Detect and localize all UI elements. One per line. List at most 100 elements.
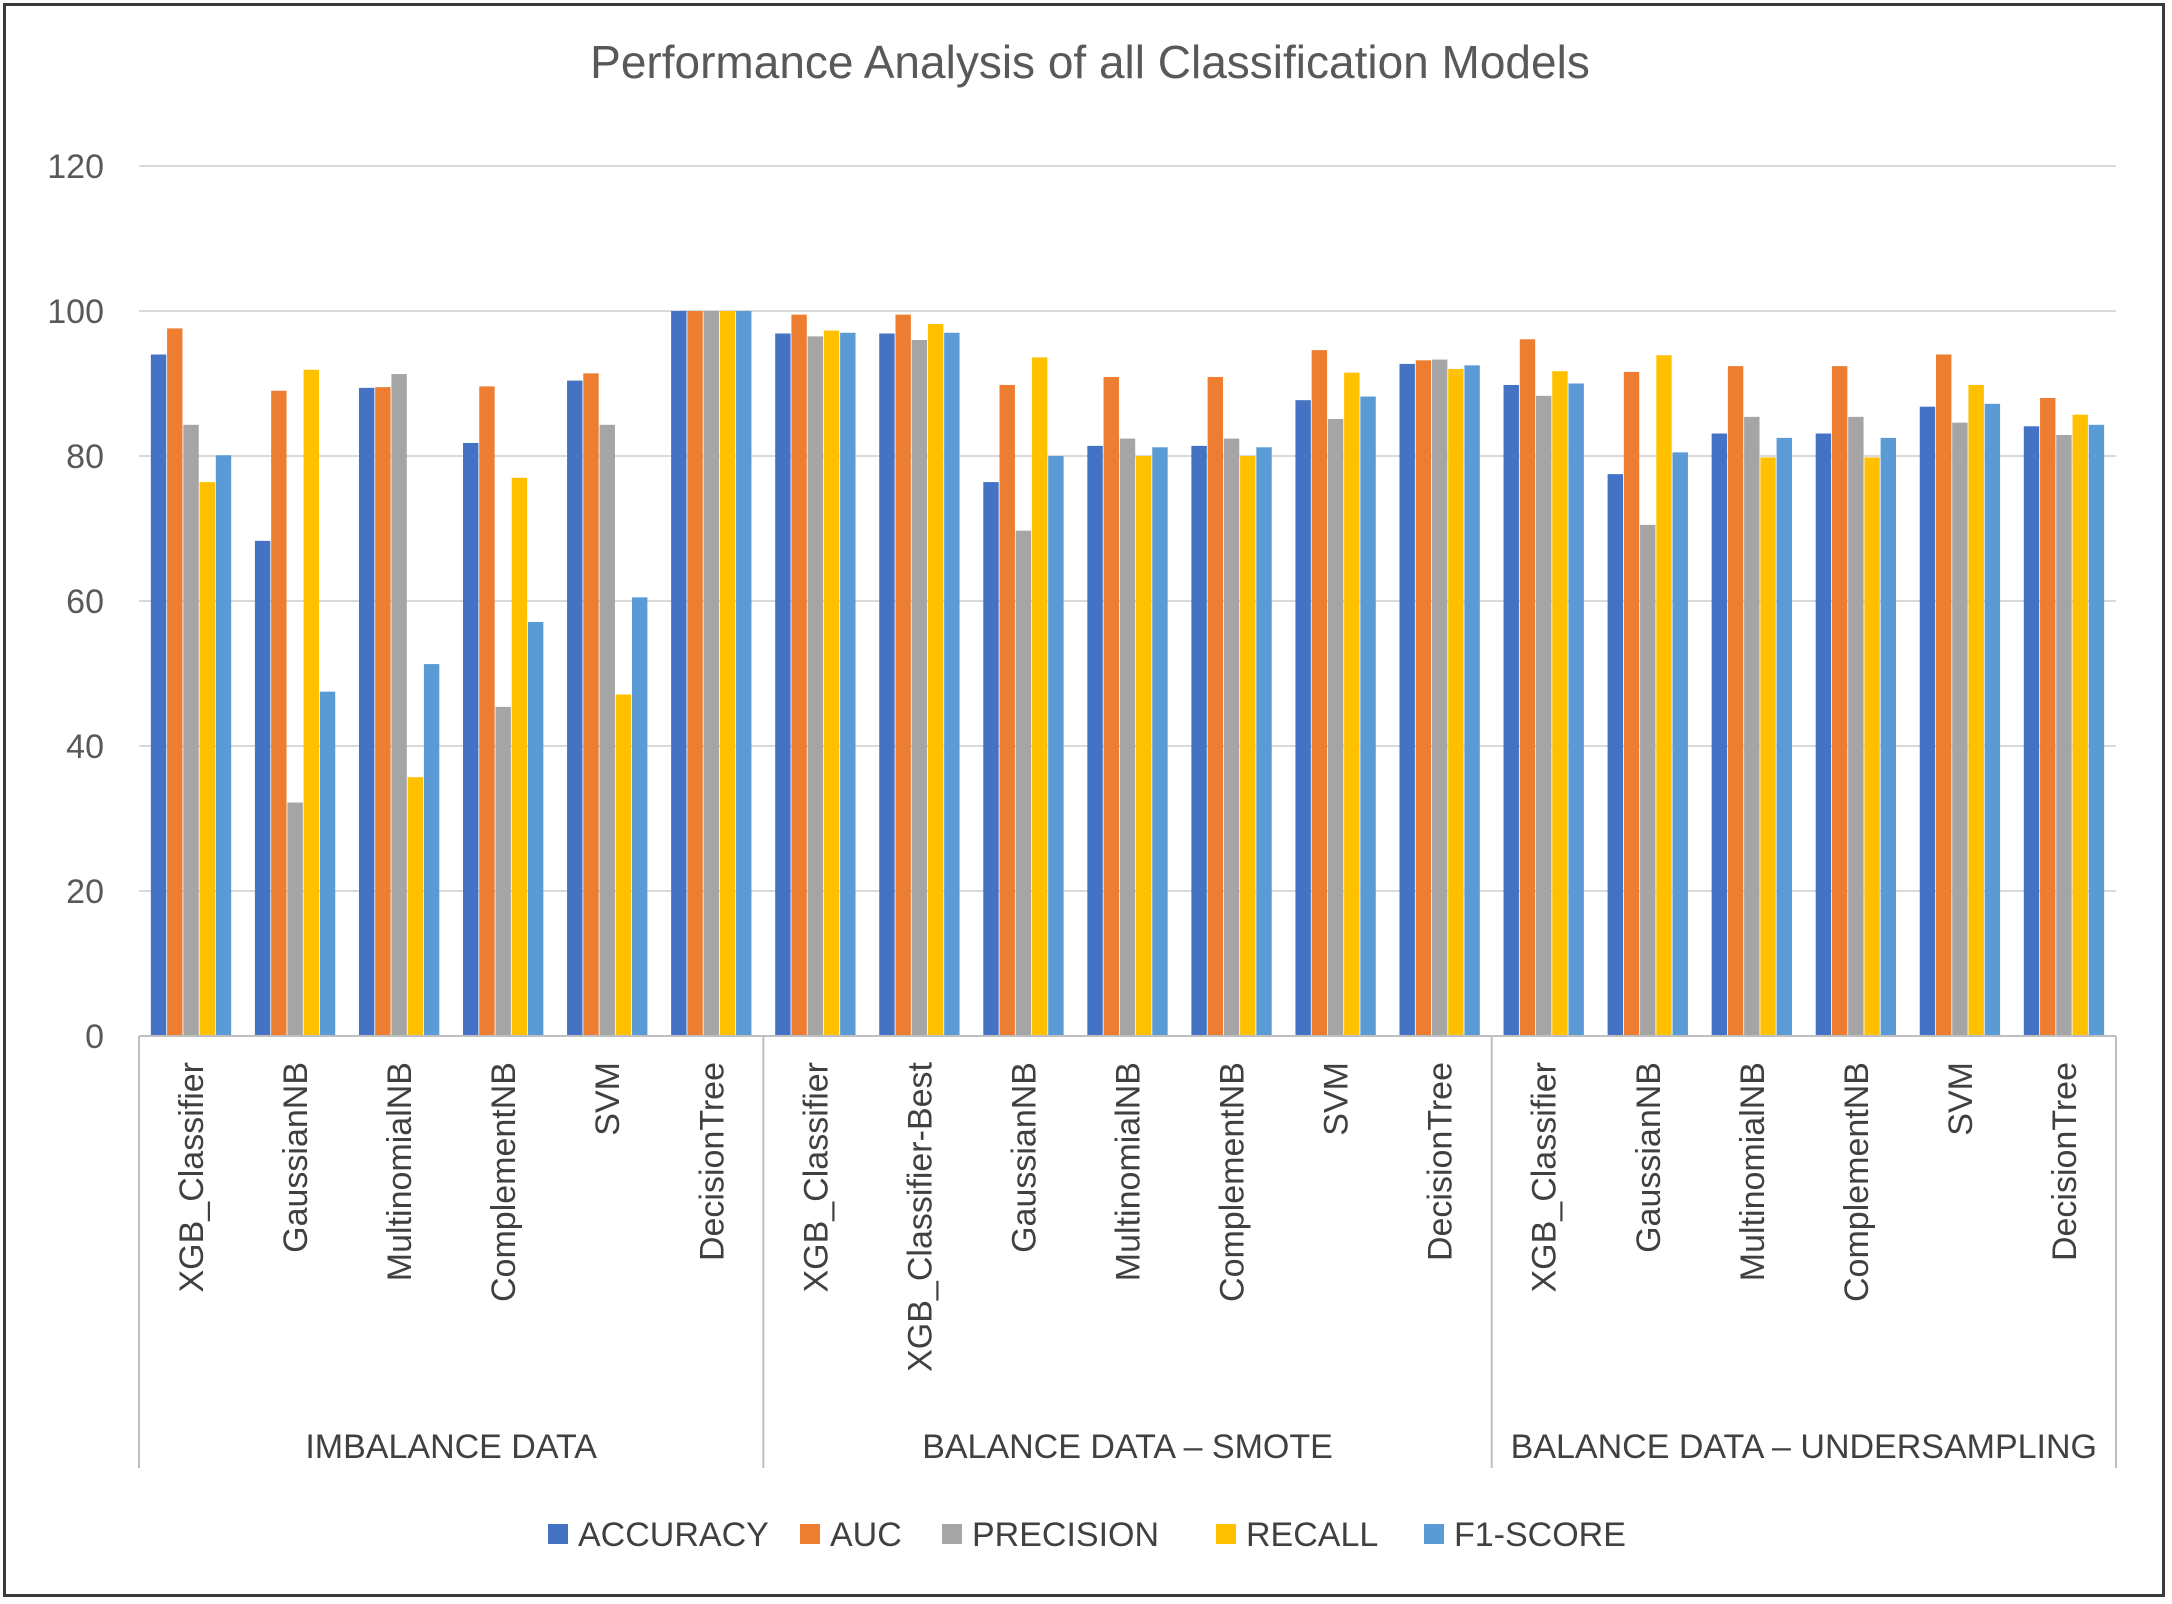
legend-item-f1-score: F1-SCORE [1424,1516,1626,1554]
legend-label: RECALL [1246,1516,1378,1554]
x-category-label: MultinomialNB [381,1062,419,1281]
x-category-label: ComplementNB [1214,1062,1252,1302]
bar-recall [1136,456,1152,1036]
bar-precision [1015,530,1032,1036]
bar-auc [1727,366,1744,1037]
legend-item-recall: RECALL [1216,1516,1378,1554]
bar-accuracy [150,354,167,1036]
bar-auc [1831,366,1848,1037]
bar-f1-score [944,332,960,1036]
bar-accuracy [1191,445,1207,1037]
x-category-label: GaussianNB [277,1062,315,1253]
x-category-label: XGB_Classifier [797,1062,835,1293]
bar-recall [719,311,736,1036]
bar-precision [703,311,719,1036]
bar-precision [1536,395,1552,1037]
bar-accuracy [1815,433,1832,1036]
bar-auc [791,314,807,1037]
bar-recall [1968,384,1984,1036]
bar-f1-score [1984,403,2001,1036]
bar-accuracy [567,380,583,1037]
bar-accuracy [1399,363,1415,1036]
bar-auc [999,384,1015,1036]
bar-f1-score [1568,383,1584,1036]
bar-accuracy [1295,400,1311,1036]
legend-swatch [1424,1524,1444,1544]
legend-item-precision: PRECISION [942,1516,1159,1554]
bar-auc [1935,354,1952,1036]
bar-precision [1744,416,1760,1037]
y-tick-label: 100 [47,293,104,331]
x-category-label: DecisionTree [1422,1062,1460,1261]
bar-accuracy [2023,426,2040,1036]
bar-recall [1344,372,1360,1037]
bar-recall [1240,456,1256,1036]
x-category-label: DecisionTree [2046,1062,2084,1261]
bar-recall [1760,457,1776,1036]
legend-label: F1-SCORE [1454,1516,1626,1554]
bar-f1-score [423,664,440,1036]
bar-f1-score [1256,447,1272,1036]
bar-f1-score [1880,437,1897,1037]
bar-recall [1656,355,1672,1037]
bar-precision [807,336,824,1037]
bar-accuracy [254,540,271,1036]
bar-auc [1103,376,1119,1037]
bar-accuracy [358,387,375,1037]
group-label: BALANCE DATA – UNDERSAMPLING [1511,1428,2097,1466]
bar-accuracy [1503,384,1519,1036]
legend-swatch [942,1524,962,1544]
bar-auc [1207,376,1224,1037]
bar-recall [927,324,944,1036]
bar-precision [1640,524,1656,1037]
bar-auc [687,311,703,1036]
bar-precision [495,706,511,1036]
legend-label: AUC [830,1516,902,1554]
bar-precision [1952,422,1968,1036]
bar-auc [1623,371,1640,1036]
bar-precision [911,340,928,1036]
y-tick-label: 60 [66,583,104,621]
bar-precision [1848,416,1864,1037]
bar-recall [407,777,424,1036]
bar-recall [303,369,320,1037]
x-category-label: SVM [589,1062,627,1136]
bar-auc [895,314,911,1037]
legend-swatch [548,1524,568,1544]
x-category-label: XGB_Classifier [1526,1062,1564,1293]
bar-precision [287,802,303,1036]
legend-item-accuracy: ACCURACY [548,1516,769,1554]
bar-precision [1223,438,1240,1037]
x-category-label: ComplementNB [1838,1062,1876,1302]
bar-f1-score [527,622,544,1036]
bar-f1-score [319,691,336,1037]
legend-label: ACCURACY [578,1516,769,1554]
legend-swatch [800,1524,820,1544]
bar-accuracy [1087,445,1103,1037]
bar-accuracy [879,333,895,1037]
bar-recall [1448,369,1464,1036]
bar-recall [823,330,840,1037]
x-category-label: SVM [1942,1062,1980,1136]
bar-accuracy [463,442,479,1036]
bar-f1-score [1152,447,1168,1036]
bar-f1-score [632,597,648,1037]
chart-title: Performance Analysis of all Classificati… [590,36,1590,88]
bar-f1-score [736,311,752,1036]
legend: ACCURACY AUC PRECISION RECALL F1-SCORE [548,1516,1626,1554]
y-tick-label: 120 [47,148,104,186]
bar-f1-score [1464,365,1480,1037]
bar-precision [391,374,407,1036]
legend-swatch [1216,1524,1236,1544]
x-category-label: MultinomialNB [1110,1062,1148,1281]
bar-auc [271,390,287,1036]
bar-precision [599,424,615,1036]
y-tick-label: 0 [85,1018,104,1056]
bar-recall [615,694,632,1036]
bar-accuracy [671,311,687,1036]
bar-auc [1415,360,1432,1036]
bar-auc [1311,350,1328,1036]
bar-recall [1864,457,1880,1036]
x-category-label: XGB_Classifier-Best [901,1061,939,1371]
bar-auc [479,386,495,1036]
